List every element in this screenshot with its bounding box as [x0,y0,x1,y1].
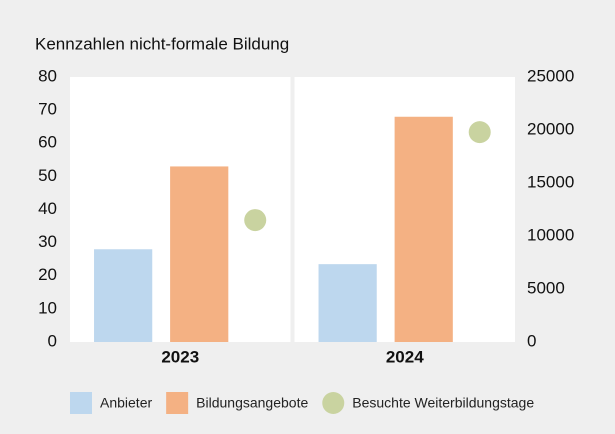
y2-tick-label: 10000 [527,225,574,244]
y2-tick-label: 0 [527,331,536,350]
y-tick-label: 70 [38,100,57,119]
y-tick-label: 0 [48,331,57,350]
bar [318,264,377,342]
x-tick-label: 2023 [161,347,199,366]
legend-swatch [322,392,345,414]
y-tick-label: 50 [38,166,57,185]
y2-tick-label: 5000 [527,278,565,297]
dot [468,121,491,144]
legend-swatch [166,392,189,414]
bar [170,166,229,342]
legend-label: Bildungsangebote [196,395,308,411]
y2-tick-label: 20000 [527,119,574,138]
legend-swatch [70,392,92,414]
y-tick-label: 10 [38,298,57,317]
y-tick-label: 20 [38,265,57,284]
x-tick-label: 2024 [386,347,424,366]
y-tick-label: 80 [38,66,57,85]
y-tick-label: 30 [38,232,57,251]
dot [244,209,267,232]
y-tick-label: 40 [38,199,57,218]
legend-label: Anbieter [100,395,152,411]
y2-tick-label: 25000 [527,66,574,85]
bar [394,116,453,342]
legend-label: Besuchte Weiterbildungstage [352,395,534,411]
bar [94,249,153,342]
y2-tick-label: 15000 [527,172,574,191]
y-tick-label: 60 [38,133,57,152]
chart-title: Kennzahlen nicht-formale Bildung [35,34,289,53]
